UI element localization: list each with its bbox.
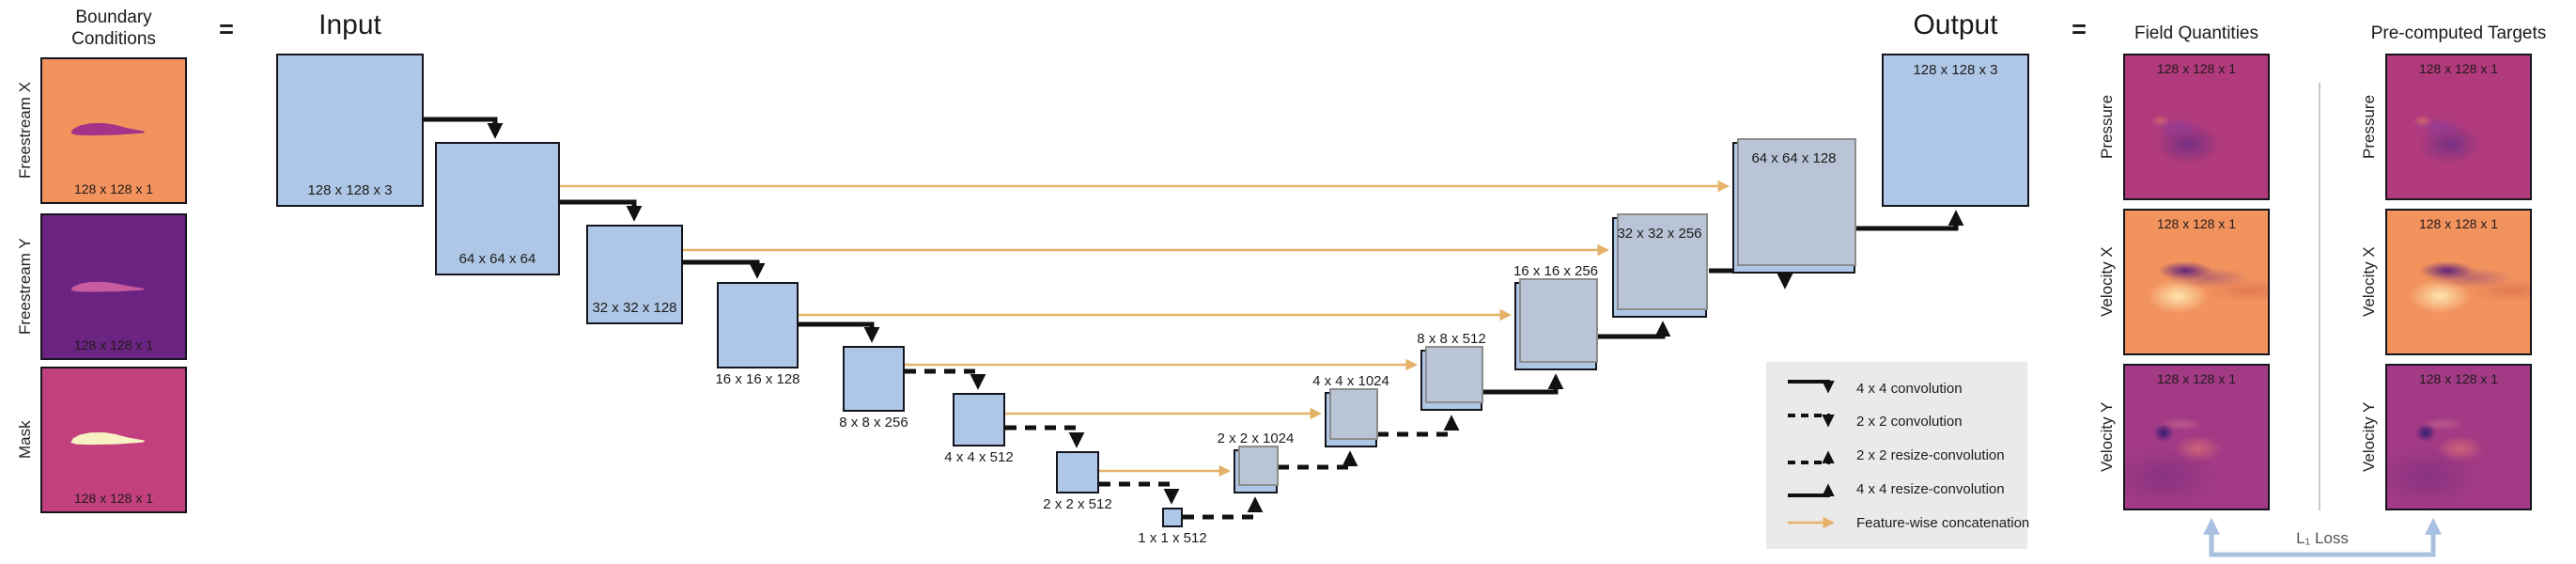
legend-item-conv4x4: 4 x 4 convolution xyxy=(1785,376,2020,400)
boundary-conditions-title: Boundary Conditions xyxy=(71,8,156,49)
box-dims: 32 x 32 x 256 xyxy=(1617,226,1702,242)
velocity-y-field-image: 128 x 128 x 1 xyxy=(2123,364,2270,510)
resize-conv2x2-arrows xyxy=(1183,415,1460,520)
airfoil-silhouette xyxy=(70,431,146,446)
box-dims: 16 x 16 x 128 xyxy=(715,371,800,387)
box-dims: 2 x 2 x 512 xyxy=(1043,496,1112,512)
box-dims: 2 x 2 x 1024 xyxy=(1217,431,1295,446)
airfoil-silhouette xyxy=(70,122,146,136)
airfoil-silhouette xyxy=(70,281,146,292)
pressure-target-image: 128 x 128 x 1 xyxy=(2385,54,2532,200)
freestream-y-label: Freestream Y xyxy=(16,238,34,336)
velocity-x-target-image: 128 x 128 x 1 xyxy=(2385,209,2532,355)
mask-dims: 128 x 128 x 1 xyxy=(73,491,154,506)
legend-item-conv2x2: 2 x 2 convolution xyxy=(1785,410,2020,434)
decoder-box-32x32x256: 32 x 32 x 256 xyxy=(1612,213,1708,318)
encoder-box-2x2x512: 2 x 2 x 512 xyxy=(1043,451,1112,512)
l1-loss-label: L₁ Loss xyxy=(2296,529,2349,547)
velocity-y-field-dims: 128 x 128 x 1 xyxy=(2156,371,2237,386)
velocity-x-field-image: 128 x 128 x 1 xyxy=(2123,209,2270,355)
solid-down-arrow-icon xyxy=(1788,380,1835,394)
pressure-label: Pressure xyxy=(2098,94,2116,159)
decoder-box-2x2x1024: 2 x 2 x 1024 xyxy=(1218,431,1294,494)
box-dims: 8 x 8 x 256 xyxy=(839,415,908,431)
field-quantities-title: Field Quantities xyxy=(2134,24,2258,43)
velocity-y-label: Velocity Y xyxy=(2098,401,2116,472)
freestream-y-dims: 128 x 128 x 1 xyxy=(73,337,154,352)
box-dims: 4 x 4 x 512 xyxy=(944,449,1014,465)
encoder-box-64x64x64: 64 x 64 x 64 xyxy=(435,142,560,275)
dashed-down-arrow-icon xyxy=(1788,413,1835,428)
legend-label: 2 x 2 resize-convolution xyxy=(1856,447,2005,463)
box-dims: 128 x 128 x 3 xyxy=(1913,62,1998,78)
legend-label: Feature-wise concatenation xyxy=(1856,514,2030,531)
mask-image: 128 x 128 x 1 xyxy=(40,367,187,513)
encoder-box-32x32x128: 32 x 32 x 128 xyxy=(586,225,683,324)
mask-label: Mask xyxy=(16,420,34,460)
box-dims: 128 x 128 x 3 xyxy=(307,182,393,198)
legend: 4 x 4 convolution 2 x 2 convolution 2 x … xyxy=(1766,362,2029,549)
pressure-field-dims: 128 x 128 x 1 xyxy=(2156,61,2237,76)
legend-label: 2 x 2 convolution xyxy=(1856,414,1963,431)
legend-item-concat: Feature-wise concatenation xyxy=(1785,510,2029,535)
decoder-box-4x4x1024: 4 x 4 x 1024 xyxy=(1312,373,1389,447)
dashed-up-arrow-icon xyxy=(1788,450,1835,464)
legend-label: 4 x 4 convolution xyxy=(1856,380,1963,397)
decoder-box-8x8x512: 8 x 8 x 512 xyxy=(1417,331,1486,411)
orange-arrow-icon xyxy=(1788,516,1835,529)
box-dims: 1 x 1 x 512 xyxy=(1138,530,1207,546)
precomputed-targets-title: Pre-computed Targets xyxy=(2370,24,2547,43)
box-dims: 64 x 64 x 128 xyxy=(1751,150,1837,166)
solid-up-arrow-icon xyxy=(1788,483,1835,498)
concat-arrows xyxy=(560,180,1730,478)
legend-label: 4 x 4 resize-convolution xyxy=(1856,480,2005,497)
l1-loss-bracket xyxy=(2203,517,2442,557)
equals-sign-left: = xyxy=(219,15,234,43)
freestream-x-dims: 128 x 128 x 1 xyxy=(73,181,154,196)
freestream-y-image: 128 x 128 x 1 xyxy=(40,213,187,360)
legend-item-resize-conv2x2: 2 x 2 resize-convolution xyxy=(1785,444,2020,468)
decoder-box-64x64x128: 64 x 64 x 128 xyxy=(1732,138,1856,274)
pressure-target-label: Pressure xyxy=(2360,94,2378,159)
input-title: Input xyxy=(318,9,381,40)
equals-sign-right: = xyxy=(2072,15,2087,43)
box-dims: 4 x 4 x 1024 xyxy=(1312,373,1389,389)
output-box-128x128x3: 128 x 128 x 3 xyxy=(1882,54,2029,207)
velocity-y-target-image: 128 x 128 x 1 xyxy=(2385,364,2532,510)
decoder-box-16x16x256: 16 x 16 x 256 xyxy=(1513,263,1598,370)
freestream-x-label: Freestream X xyxy=(16,82,34,180)
encoder-box-16x16x128: 16 x 16 x 128 xyxy=(715,282,800,387)
velocity-x-target-dims: 128 x 128 x 1 xyxy=(2418,216,2499,231)
conv4x4-arrows xyxy=(423,117,880,343)
box-dims: 32 x 32 x 128 xyxy=(592,300,677,316)
box-dims: 8 x 8 x 512 xyxy=(1417,331,1486,347)
encoder-box-4x4x512: 4 x 4 x 512 xyxy=(944,393,1014,465)
box-dims: 16 x 16 x 256 xyxy=(1513,263,1599,279)
box-dims: 64 x 64 x 64 xyxy=(458,251,536,267)
pressure-target-dims: 128 x 128 x 1 xyxy=(2418,61,2499,76)
encoder-box-128x128x3: 128 x 128 x 3 xyxy=(276,54,424,207)
conv2x2-arrows xyxy=(905,368,1180,505)
output-title: Output xyxy=(1913,9,1998,40)
velocity-x-field-dims: 128 x 128 x 1 xyxy=(2156,216,2237,231)
pressure-field-image: 128 x 128 x 1 xyxy=(2123,54,2270,200)
velocity-y-target-label: Velocity Y xyxy=(2360,401,2378,472)
encoder-box-1x1x512: 1 x 1 x 512 xyxy=(1138,508,1207,546)
velocity-x-label: Velocity X xyxy=(2098,246,2116,317)
column-divider xyxy=(2319,83,2320,510)
velocity-x-target-label: Velocity X xyxy=(2360,246,2378,317)
legend-item-resize-conv4x4: 4 x 4 resize-convolution xyxy=(1785,477,2020,501)
encoder-box-8x8x256: 8 x 8 x 256 xyxy=(839,346,908,431)
freestream-x-image: 128 x 128 x 1 xyxy=(40,57,187,204)
velocity-y-target-dims: 128 x 128 x 1 xyxy=(2418,371,2499,386)
